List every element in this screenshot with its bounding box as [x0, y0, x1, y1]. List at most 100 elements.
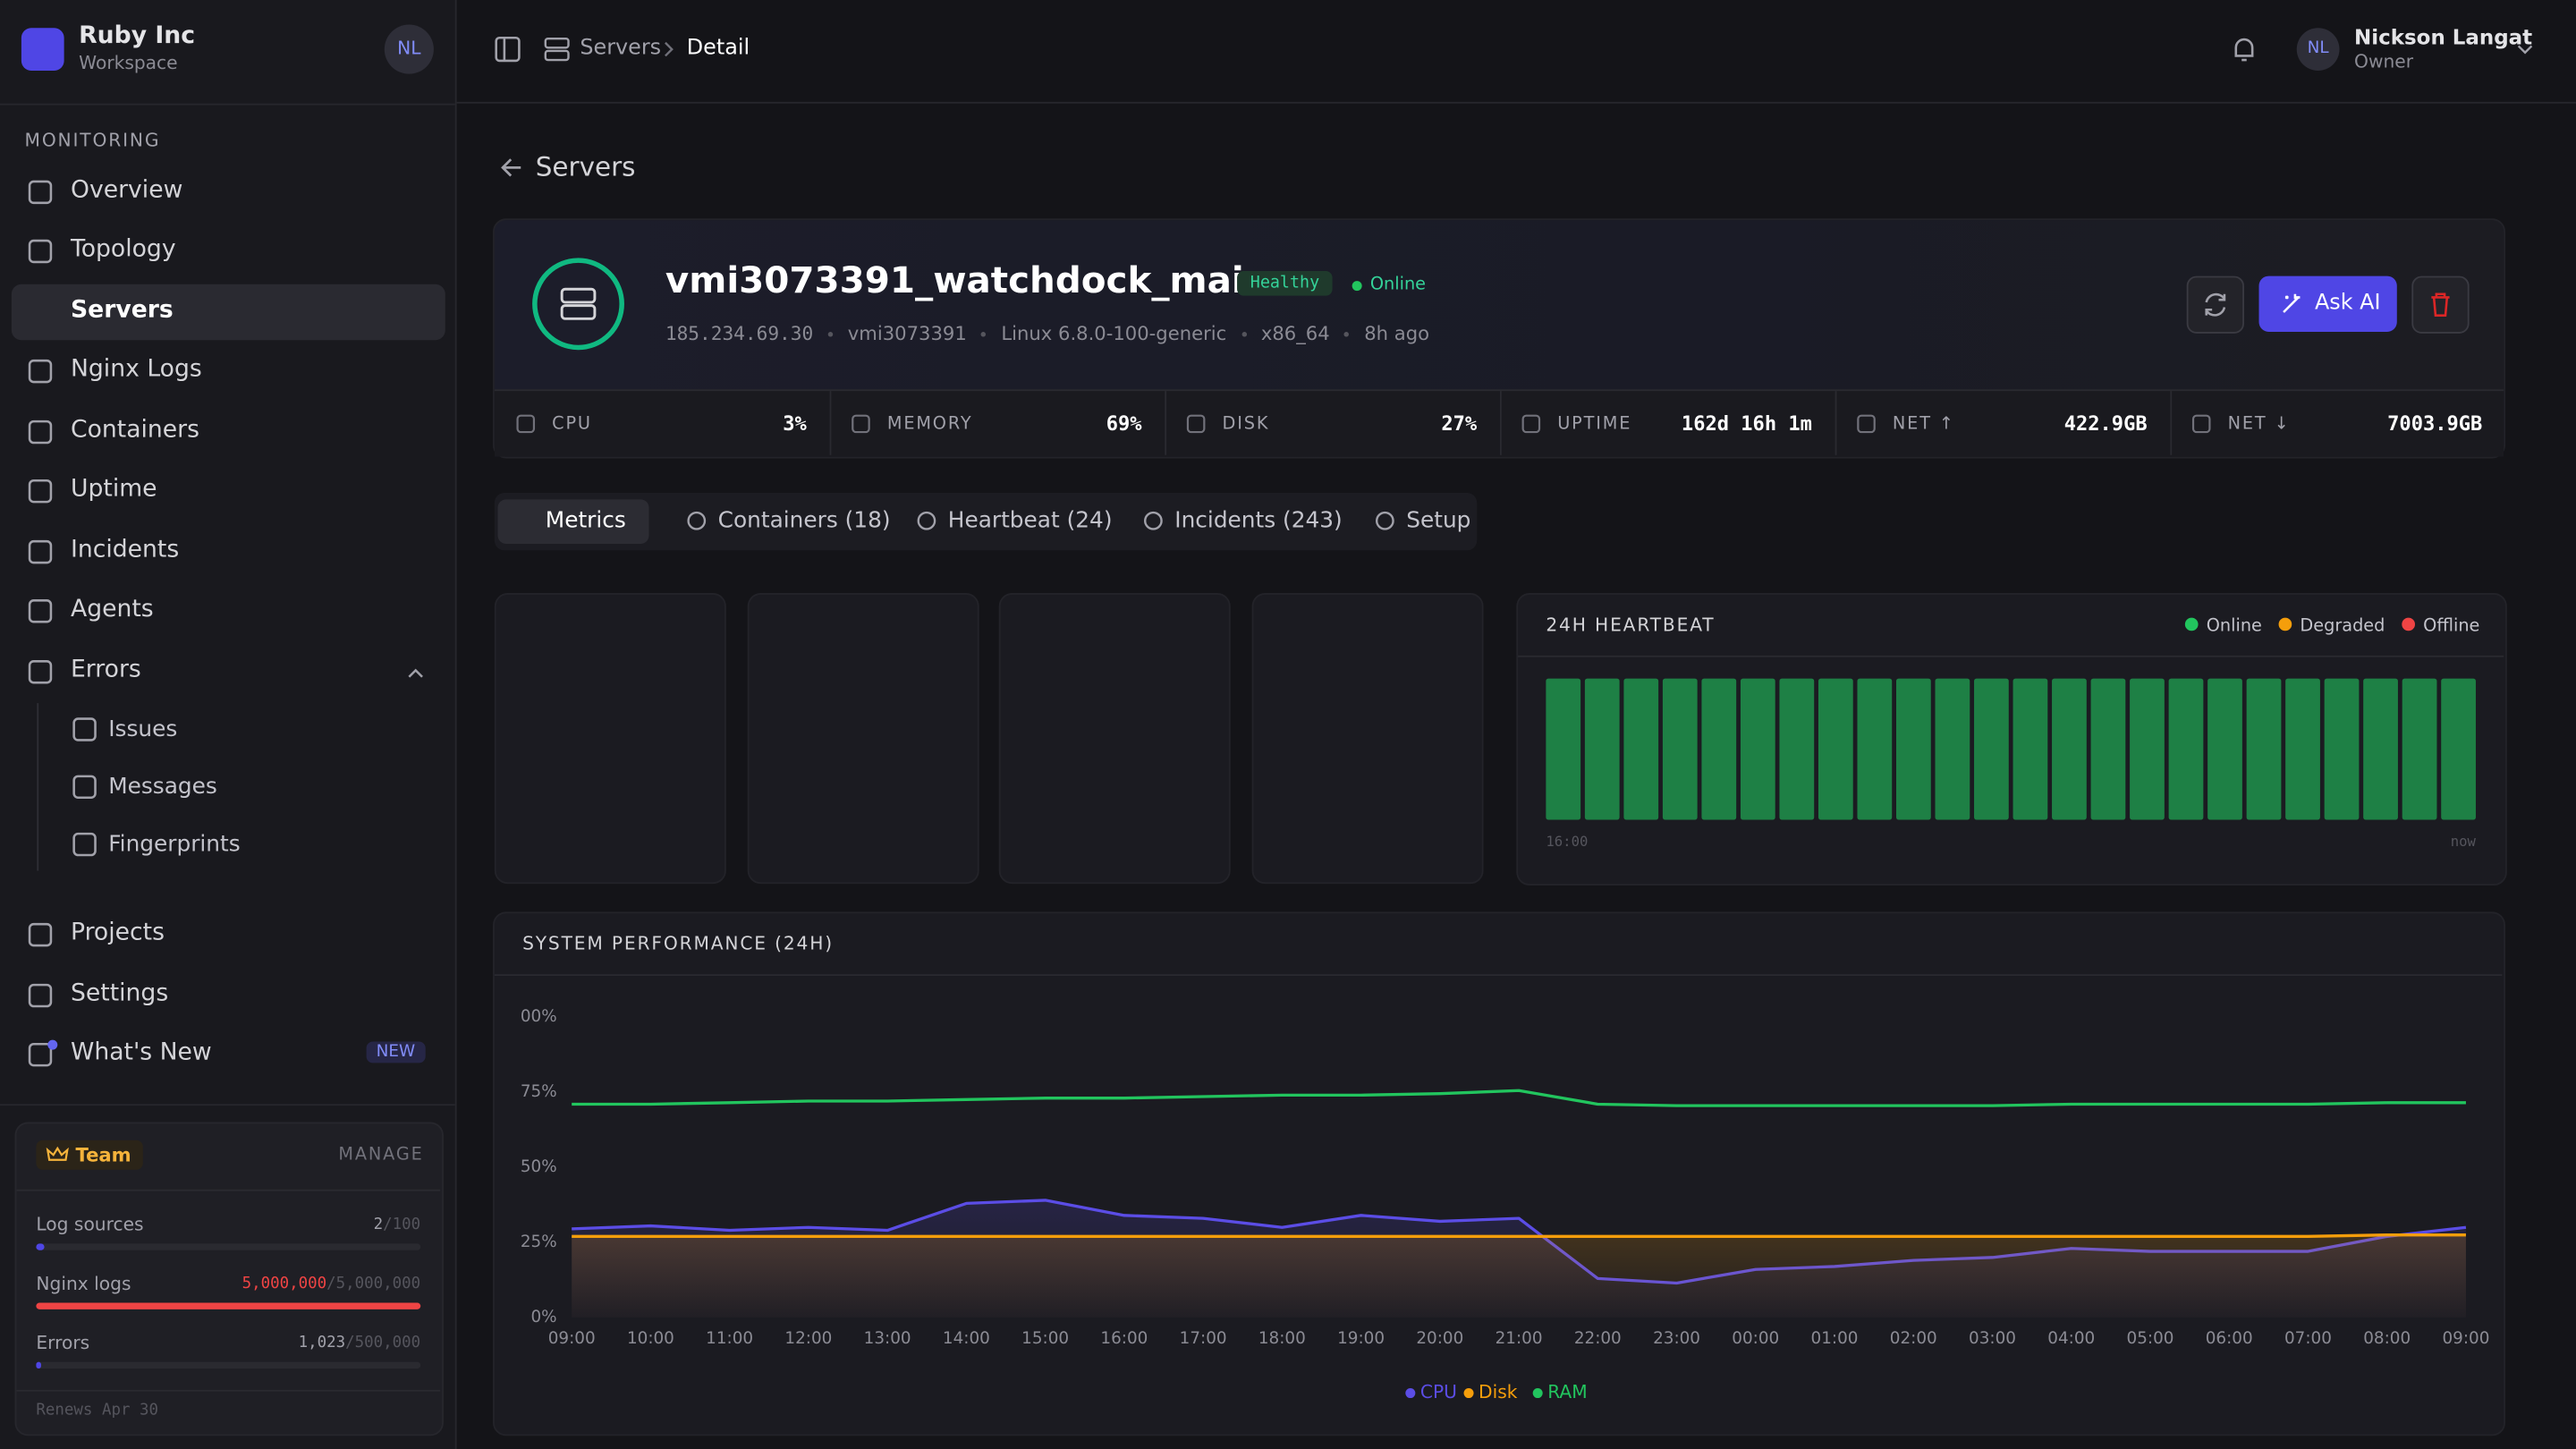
x-tick-label: 13:00: [864, 1329, 911, 1348]
heartbeat-bar: [2052, 678, 2087, 820]
nav-item[interactable]: Nginx Logs: [70, 356, 202, 383]
nav-item[interactable]: Servers: [70, 297, 174, 324]
org-logo: [21, 28, 64, 71]
stat-label: DISK: [1222, 413, 1270, 434]
nav-icon: [28, 1042, 53, 1067]
meta-item: 8h ago: [1364, 322, 1430, 345]
separator: [1241, 331, 1247, 336]
x-tick-label: 07:00: [2284, 1329, 2332, 1348]
stat-value: 69%: [1106, 412, 1142, 436]
status: Online: [1369, 274, 1427, 294]
y-tick-label: 75%: [521, 1082, 557, 1101]
nav-icon: [28, 479, 53, 504]
nav-item[interactable]: Topology: [70, 236, 176, 263]
y-tick-label: 0%: [531, 1308, 557, 1326]
stat-value: 162d 16h 1m: [1681, 412, 1812, 436]
chevron[interactable]: [2517, 43, 2533, 56]
x-tick-label: 01:00: [1811, 1329, 1859, 1348]
usage-label: Nginx logs: [36, 1273, 131, 1295]
tab[interactable]: Heartbeat (24): [947, 507, 1113, 534]
stat-value: 7003.9GB: [2387, 412, 2483, 436]
stat-divider: [829, 391, 832, 455]
nav-icon: [28, 539, 53, 564]
legend-dot: [2278, 617, 2292, 631]
x-tick-label: 14:00: [943, 1329, 990, 1348]
nav-icon: [28, 180, 53, 205]
nav-item[interactable]: What's New: [70, 1039, 212, 1067]
nav-item[interactable]: Overview: [70, 177, 183, 204]
heartbeat-bar: [1779, 678, 1815, 820]
divider: [494, 974, 2503, 977]
nav-item[interactable]: Agents: [70, 596, 154, 623]
x-tick-label: 09:00: [548, 1329, 596, 1348]
heartbeat-bar: [2285, 678, 2320, 820]
nav-item[interactable]: Uptime: [70, 476, 157, 504]
tab-icon: [1144, 511, 1163, 530]
nav-subitem[interactable]: Fingerprints: [108, 831, 241, 858]
back-arrow[interactable]: [498, 155, 524, 181]
x-tick-label: 20:00: [1416, 1329, 1463, 1348]
org-name: Ruby Inc: [79, 22, 195, 50]
meta-item: x86_64: [1260, 322, 1330, 345]
refresh-button[interactable]: [2186, 275, 2244, 334]
legend-dot: [1532, 1388, 1543, 1399]
legend-dot: [2402, 617, 2416, 631]
stat-value: 27%: [1441, 412, 1478, 436]
ask-ai-button[interactable]: Ask AI: [2258, 275, 2397, 333]
delete-button[interactable]: [2411, 275, 2470, 334]
sidebar-toggle[interactable]: [495, 36, 521, 63]
heartbeat-start: 16:00: [1546, 835, 1589, 852]
nav-subitem[interactable]: Messages: [108, 774, 217, 801]
avatar[interactable]: NL: [384, 24, 434, 74]
heartbeat-bar: [2402, 678, 2437, 820]
stat-value: 422.9GB: [2063, 412, 2148, 436]
stat-value: 3%: [783, 412, 807, 436]
heartbeat-bar: [2130, 678, 2165, 820]
user-avatar[interactable]: NL: [2296, 28, 2340, 71]
stat-label: NET ↑: [1892, 413, 1955, 434]
tab[interactable]: Setup: [1406, 507, 1471, 534]
x-tick-label: 09:00: [2442, 1329, 2489, 1348]
heartbeat-bar: [1584, 678, 1620, 820]
x-tick-label: 15:00: [1021, 1329, 1069, 1348]
x-tick-label: 17:00: [1180, 1329, 1227, 1348]
breadcrumb[interactable]: Servers: [580, 36, 662, 61]
heartbeat-bar: [1623, 678, 1659, 820]
nav-item[interactable]: Projects: [70, 919, 165, 946]
section-label: MONITORING: [24, 130, 161, 151]
usage-limit: /5,000,000: [326, 1275, 421, 1293]
nav-item[interactable]: Settings: [70, 980, 169, 1007]
tab[interactable]: Metrics: [545, 507, 626, 534]
stat-icon: [2191, 414, 2211, 434]
gauge-card: [1250, 593, 1483, 885]
tab-active: [497, 499, 649, 544]
stat-label: NET ↓: [2227, 413, 2291, 434]
divider: [0, 1104, 455, 1106]
x-tick-label: 21:00: [1496, 1329, 1543, 1348]
usage-count: 1,023/500,000: [299, 1334, 421, 1352]
heartbeat-bar: [2363, 678, 2398, 820]
x-tick-label: 19:00: [1337, 1329, 1385, 1348]
heartbeat-bar: [1546, 678, 1581, 820]
nav-icon: [28, 419, 53, 445]
tab-icon: [917, 511, 936, 530]
bell[interactable]: [2229, 35, 2258, 64]
chevron: [665, 41, 674, 57]
manage-link[interactable]: MANAGE: [338, 1145, 424, 1165]
stat-label: CPU: [552, 413, 592, 434]
legend-label: Online: [2207, 614, 2262, 635]
nav-item[interactable]: Errors: [70, 657, 141, 684]
tab[interactable]: Incidents (243): [1174, 507, 1343, 534]
tab[interactable]: Containers (18): [717, 507, 891, 534]
heartbeat-bar: [1935, 678, 1970, 820]
meta-item: vmi3073391: [847, 322, 967, 345]
nav-item[interactable]: Incidents: [70, 537, 180, 564]
server-icon: [544, 37, 570, 62]
nav-subitem[interactable]: Issues: [108, 716, 178, 743]
nav-item[interactable]: Containers: [70, 417, 200, 444]
user-name: Nickson Langat: [2354, 24, 2533, 50]
usage-limit: /500,000: [345, 1334, 421, 1352]
heartbeat-bar: [1857, 678, 1893, 820]
back-link[interactable]: Servers: [535, 150, 636, 182]
